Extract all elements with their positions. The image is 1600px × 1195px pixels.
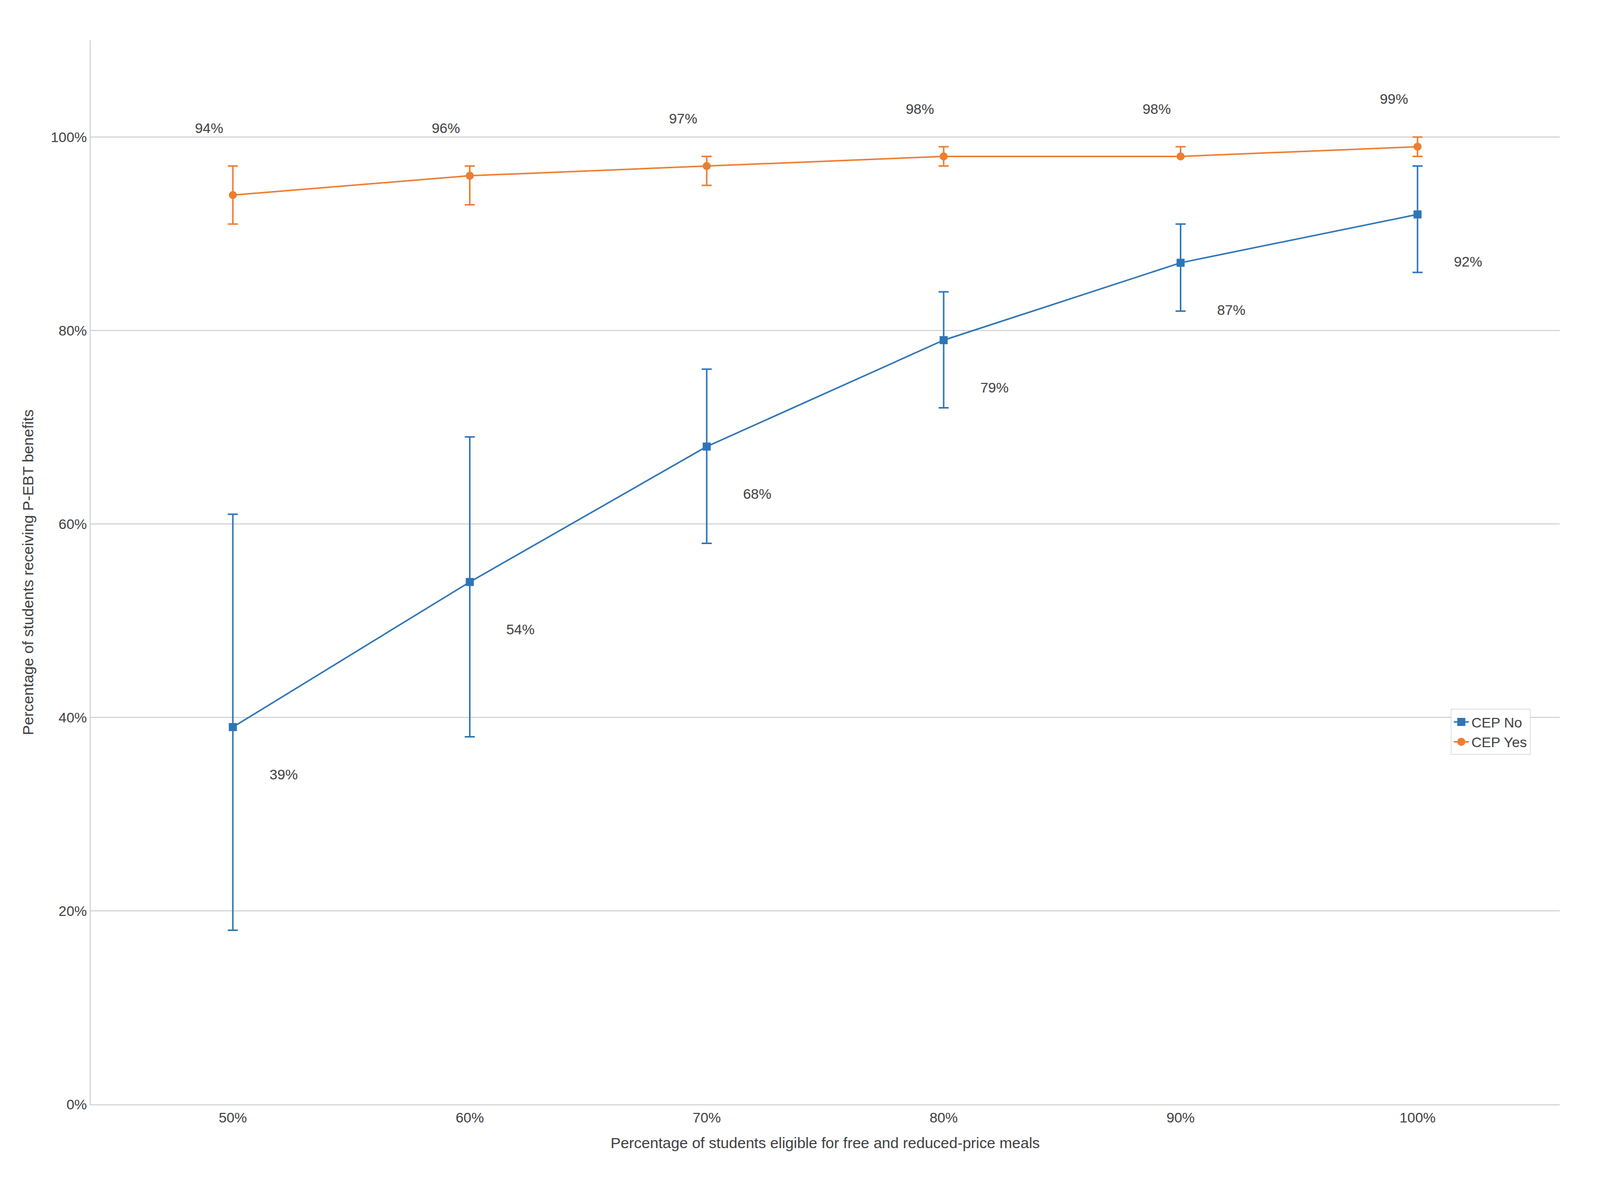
svg-text:Percentage of students eligibl: Percentage of students eligible for free… bbox=[610, 1134, 1040, 1152]
svg-text:60%: 60% bbox=[455, 1109, 484, 1126]
svg-text:68%: 68% bbox=[743, 486, 772, 502]
svg-text:79%: 79% bbox=[980, 379, 1009, 396]
svg-text:94%: 94% bbox=[194, 120, 224, 137]
svg-text:Percentage of students receivi: Percentage of students receiving P-EBT b… bbox=[19, 409, 37, 736]
svg-text:50%: 50% bbox=[218, 1109, 247, 1126]
svg-text:100%: 100% bbox=[50, 129, 88, 146]
svg-text:87%: 87% bbox=[1217, 302, 1246, 318]
svg-text:96%: 96% bbox=[431, 120, 460, 137]
svg-text:60%: 60% bbox=[58, 516, 87, 532]
svg-text:CEP Yes: CEP Yes bbox=[1471, 734, 1527, 751]
svg-text:0%: 0% bbox=[66, 1096, 87, 1113]
svg-text:99%: 99% bbox=[1379, 91, 1409, 107]
svg-text:39%: 39% bbox=[269, 766, 298, 783]
svg-text:100%: 100% bbox=[1399, 1109, 1436, 1126]
svg-text:90%: 90% bbox=[1166, 1109, 1195, 1126]
svg-text:80%: 80% bbox=[929, 1109, 958, 1126]
svg-text:80%: 80% bbox=[58, 322, 87, 339]
svg-text:98%: 98% bbox=[905, 101, 935, 117]
svg-text:97%: 97% bbox=[669, 110, 698, 127]
svg-text:70%: 70% bbox=[692, 1109, 721, 1126]
svg-text:40%: 40% bbox=[58, 709, 87, 726]
svg-text:20%: 20% bbox=[58, 903, 87, 919]
svg-text:92%: 92% bbox=[1453, 253, 1483, 270]
svg-text:54%: 54% bbox=[506, 621, 535, 638]
svg-text:98%: 98% bbox=[1142, 101, 1171, 117]
svg-text:CEP No: CEP No bbox=[1471, 714, 1523, 731]
